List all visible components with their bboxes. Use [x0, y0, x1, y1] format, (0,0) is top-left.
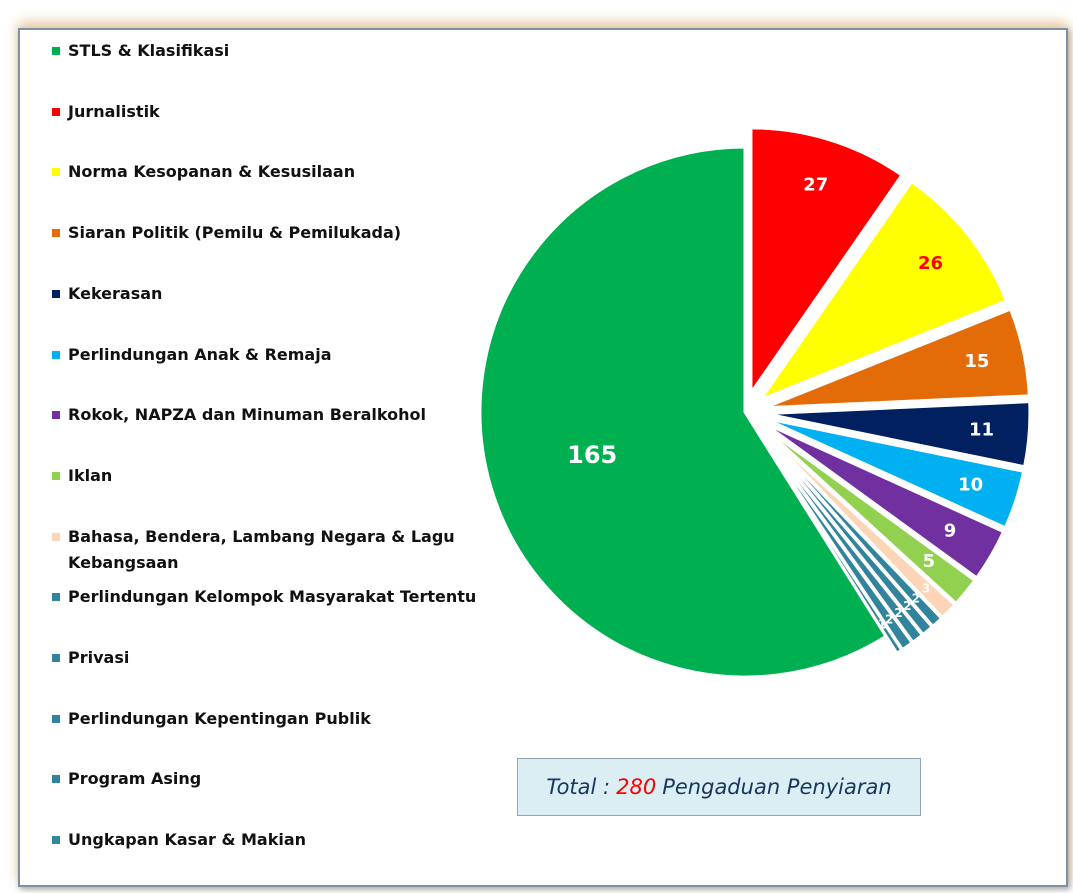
legend-swatch — [52, 836, 60, 845]
value-label: 15 — [964, 351, 989, 372]
legend-item: Bahasa, Bendera, Lambang Negara & Lagu K… — [52, 524, 482, 576]
legend-swatch — [52, 532, 60, 541]
legend-item: Privasi — [52, 645, 482, 671]
legend-item: STLS & Klasifikasi — [52, 38, 482, 64]
value-label: 2 — [903, 599, 911, 613]
legend-swatch — [52, 714, 60, 723]
legend-label: Perlindungan Kepentingan Publik — [68, 708, 371, 728]
legend-label: Rokok, NAPZA dan Minuman Beralkohol — [68, 405, 426, 425]
legend-swatch — [52, 411, 60, 420]
legend-item: Perlindungan Kelompok Masyarakat Tertent… — [52, 584, 482, 610]
legend-label: Program Asing — [68, 769, 202, 789]
legend-swatch — [52, 775, 60, 784]
value-label: 5 — [923, 551, 936, 572]
legend-swatch — [52, 229, 60, 238]
legend-item: Perlindungan Anak & Remaja — [52, 342, 482, 368]
legend-item: Program Asing — [52, 766, 482, 792]
value-label: 2 — [894, 606, 902, 620]
legend-item: Norma Kesopanan & Kesusilaan — [52, 159, 482, 185]
legend-label: Kekerasan — [68, 283, 163, 303]
legend-item: Kekerasan — [52, 281, 482, 307]
legend-swatch — [52, 471, 60, 480]
total-value: 280 — [616, 775, 657, 799]
pie-slice — [478, 145, 889, 679]
value-label: 3 — [922, 582, 930, 596]
legend-item: Iklan — [52, 463, 482, 489]
legend-label: Norma Kesopanan & Kesusilaan — [68, 162, 356, 182]
legend-item: Ungkapan Kasar & Makian — [52, 827, 482, 853]
legend-label: Perlindungan Kelompok Masyarakat Tertent… — [68, 587, 477, 607]
value-label: 9 — [944, 520, 957, 541]
legend-item: Perlindungan Kepentingan Publik — [52, 706, 482, 732]
legend-swatch — [52, 289, 60, 298]
total-suffix: Pengaduan Penyiaran — [662, 775, 892, 799]
legend-swatch — [52, 168, 60, 177]
legend-swatch — [52, 107, 60, 116]
value-label: 10 — [958, 474, 983, 495]
legend-item: Jurnalistik — [52, 99, 482, 125]
legend-label: Privasi — [68, 648, 130, 667]
legend-label: Iklan — [68, 465, 113, 485]
pie-slice — [756, 179, 1009, 403]
value-label: 165 — [567, 441, 617, 469]
value-label: 2 — [912, 591, 920, 605]
legend-swatch — [52, 47, 60, 55]
value-label: 1 — [878, 617, 886, 631]
legend-label: STLS & Klasifikasi — [68, 41, 230, 60]
legend-swatch — [52, 654, 60, 662]
value-label: 2 — [885, 613, 893, 627]
legend-label: Bahasa, Bendera, Lambang Negara & Lagu K… — [68, 526, 455, 572]
pie-slice — [761, 420, 1006, 580]
pie-slice — [763, 416, 1026, 530]
legend-label: Jurnalistik — [68, 101, 160, 121]
legend-label: Perlindungan Anak & Remaja — [68, 344, 332, 364]
legend-swatch — [52, 593, 60, 602]
value-label: 11 — [969, 420, 994, 441]
legend-label: Siaran Politik (Pemilu & Pemilukada) — [68, 223, 402, 243]
pie-slice — [764, 400, 1032, 469]
total-prefix: Total : — [546, 775, 611, 799]
pie-slice — [754, 427, 904, 656]
pie-slice — [763, 307, 1031, 410]
legend-swatch — [52, 350, 60, 359]
legend-item: Siaran Politik (Pemilu & Pemilukada) — [52, 220, 482, 246]
legend-label: Ungkapan Kasar & Makian — [68, 830, 307, 850]
pie-slice — [759, 423, 977, 606]
value-label: 27 — [803, 175, 828, 196]
value-label: 26 — [918, 253, 943, 274]
total-box: Total : 280 Pengaduan Penyiaran — [517, 758, 921, 816]
pie-slice — [749, 126, 904, 398]
legend-item: Rokok, NAPZA dan Minuman Beralkohol — [52, 402, 482, 428]
